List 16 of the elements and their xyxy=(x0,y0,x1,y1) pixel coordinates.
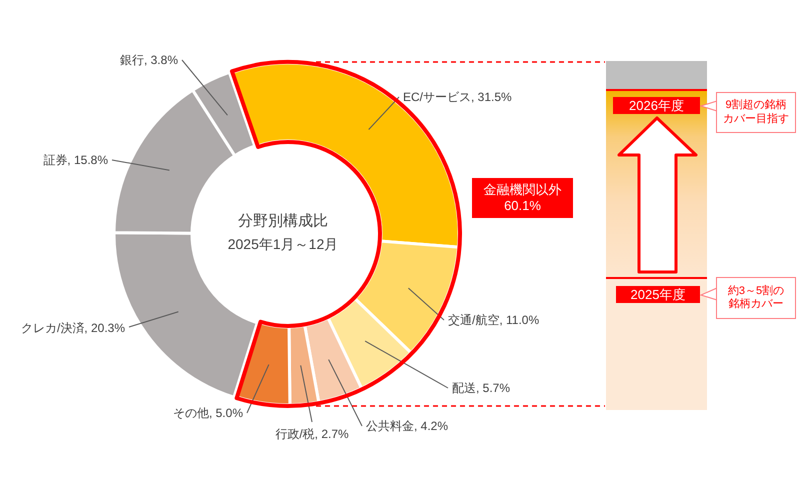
text: 9割超の銘柄カバー目指す xyxy=(722,99,790,126)
slice-label: 証券, 15.8% xyxy=(43,153,108,167)
text: 約3～5割の銘柄カバー xyxy=(726,284,786,312)
text: 2025年1月～12月 xyxy=(228,236,338,252)
text: 金融機関以外 60.1% xyxy=(482,182,562,214)
slice-label: 配送, 5.7% xyxy=(452,381,510,395)
slice-label: 交通/航空, 11.0% xyxy=(448,313,540,327)
text: 2025年度 xyxy=(630,286,686,302)
slice-label: 公共料金, 4.2% xyxy=(366,419,448,433)
text: 分野別構成比 xyxy=(238,212,328,230)
slice-label: 行政/税, 2.7% xyxy=(275,427,350,441)
slice-label: 銀行, 3.8% xyxy=(120,53,178,67)
text: 2026年度 xyxy=(629,98,684,114)
slice-label: クレカ/決済, 20.3% xyxy=(20,321,126,335)
slice-label: その他, 5.0% xyxy=(172,406,244,420)
slice-label: EC/サービス, 31.5% xyxy=(403,90,512,104)
